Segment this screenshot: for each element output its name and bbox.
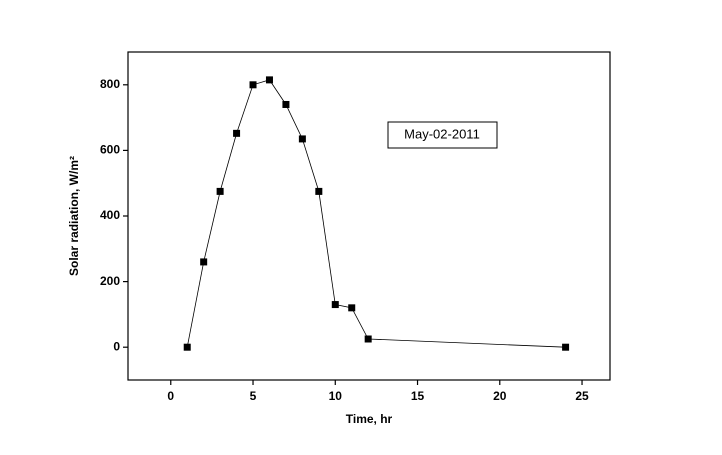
x-tick-label: 10 bbox=[329, 389, 343, 403]
plot-frame bbox=[127, 51, 611, 381]
x-tick-label: 5 bbox=[250, 389, 257, 403]
x-tick-label: 0 bbox=[167, 389, 174, 403]
marker bbox=[364, 335, 372, 343]
marker bbox=[282, 100, 290, 108]
x-tick-label: 25 bbox=[575, 389, 589, 403]
y-tick-label: 400 bbox=[100, 208, 120, 222]
marker bbox=[216, 187, 224, 195]
annotation: May-02-2011 bbox=[404, 126, 480, 141]
marker bbox=[233, 129, 241, 137]
marker bbox=[562, 343, 570, 351]
y-tick-label: 600 bbox=[100, 143, 120, 157]
y-tick-label: 0 bbox=[113, 339, 120, 353]
marker bbox=[183, 343, 191, 351]
x-axis-label: Time, hr bbox=[346, 412, 393, 426]
marker bbox=[249, 81, 257, 89]
y-tick-label: 800 bbox=[100, 77, 120, 91]
marker bbox=[315, 187, 323, 195]
marker bbox=[265, 76, 273, 84]
marker bbox=[298, 135, 306, 143]
series-line bbox=[186, 79, 566, 348]
y-axis-label: Solar radiation, W/m² bbox=[67, 156, 81, 276]
y-tick-label: 200 bbox=[100, 274, 120, 288]
x-tick-label: 20 bbox=[493, 389, 507, 403]
annotation-box bbox=[387, 121, 498, 149]
x-tick-label: 15 bbox=[411, 389, 425, 403]
marker bbox=[200, 258, 208, 266]
marker bbox=[331, 301, 339, 309]
marker bbox=[348, 304, 356, 312]
